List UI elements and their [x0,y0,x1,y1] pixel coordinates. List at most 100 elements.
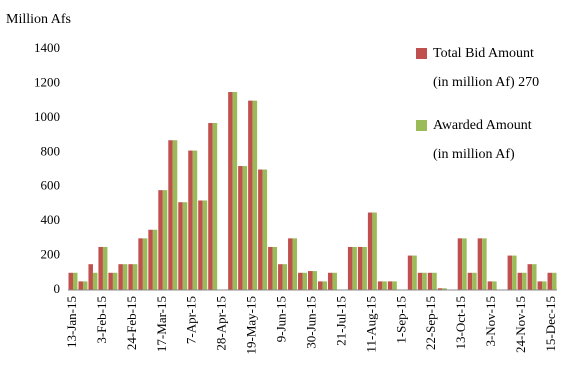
bar [238,166,243,290]
bar [122,264,128,290]
bar [72,272,78,290]
bar [182,202,188,290]
bar [547,272,553,290]
bar [102,246,108,290]
bar [188,150,193,290]
bar [208,123,213,291]
bar [92,272,98,290]
bar [377,281,383,290]
bar [118,264,123,290]
bar [527,264,533,290]
bar [108,272,113,290]
x-tick-label: 21-Jul-15 [333,296,348,346]
bar [322,281,327,290]
bar [148,229,153,290]
bar [128,264,133,290]
x-tick-label: 11-Aug-15 [363,296,378,353]
bar [302,272,308,290]
bar [252,100,258,291]
bar [372,212,377,290]
bar [78,281,83,290]
bar [132,264,138,290]
bar [347,246,353,290]
bar [292,238,298,290]
bar [487,281,493,290]
x-tick-label: 17-Mar-15 [154,296,169,352]
bar [472,272,477,290]
x-tick-label: 15-Dec-15 [543,296,558,352]
bar [228,92,233,291]
x-tick-label: 28-Apr-15 [214,296,229,351]
bar [427,272,433,290]
bar [258,169,263,290]
bar [362,246,367,290]
bar [88,264,93,290]
bar [198,200,203,290]
legend-swatch [416,120,427,131]
bar [317,281,323,290]
bar [98,246,103,290]
bar [532,264,537,290]
y-tick-label: 400 [41,212,61,227]
x-tick-label: 9-Jun-15 [274,296,289,342]
bar [457,238,463,290]
y-tick-label: 0 [54,281,61,296]
bar [312,271,317,290]
bar [248,100,253,291]
bar [412,255,417,290]
bar [202,200,208,290]
bar [482,238,487,290]
y-tick-label: 1400 [34,40,60,55]
legend-label: Total Bid Amount (in million Af) 270 [433,46,539,90]
bar [357,246,363,290]
bar [407,255,413,290]
x-tick-label: 19-May-15 [244,296,259,355]
bar [278,264,283,290]
bar [112,272,118,290]
bar [178,202,183,290]
bar [542,281,547,290]
bar [392,281,397,290]
x-tick-label: 22-Sep-15 [423,296,438,350]
bar [162,190,168,290]
x-tick-label: 3-Nov-15 [483,296,498,347]
legend-swatch [416,48,427,59]
x-tick-label: 24-Feb-15 [124,296,139,350]
bar [462,238,467,290]
bar [507,255,513,290]
bar [492,281,497,290]
bar [288,238,293,290]
y-tick-label: 800 [41,143,61,158]
bar [327,272,333,290]
bar [352,246,357,290]
bar [242,166,248,290]
bar [332,272,337,290]
x-tick-label: 7-Apr-15 [184,296,199,344]
bar [158,190,163,290]
bar [552,272,557,290]
bar [417,272,423,290]
bar [442,288,447,290]
bar [467,272,473,290]
bar [387,281,393,290]
y-tick-label: 1000 [34,109,60,124]
bar [517,272,523,290]
bar [522,272,527,290]
x-tick-label: 3-Feb-15 [94,296,109,344]
y-tick-label: 1200 [34,74,60,89]
bar [152,229,158,290]
bar [212,123,218,291]
bar [192,150,198,290]
bar [168,140,173,290]
x-tick-label: 30-Jun-15 [303,296,318,349]
bar [512,255,517,290]
bar [477,238,483,290]
bar [367,212,373,290]
bar [308,271,313,290]
bar [282,264,288,290]
y-axis-label: Million Afs [6,12,71,27]
x-tick-label: 1-Sep-15 [393,296,408,344]
x-tick-label: 24-Nov-15 [513,296,528,353]
